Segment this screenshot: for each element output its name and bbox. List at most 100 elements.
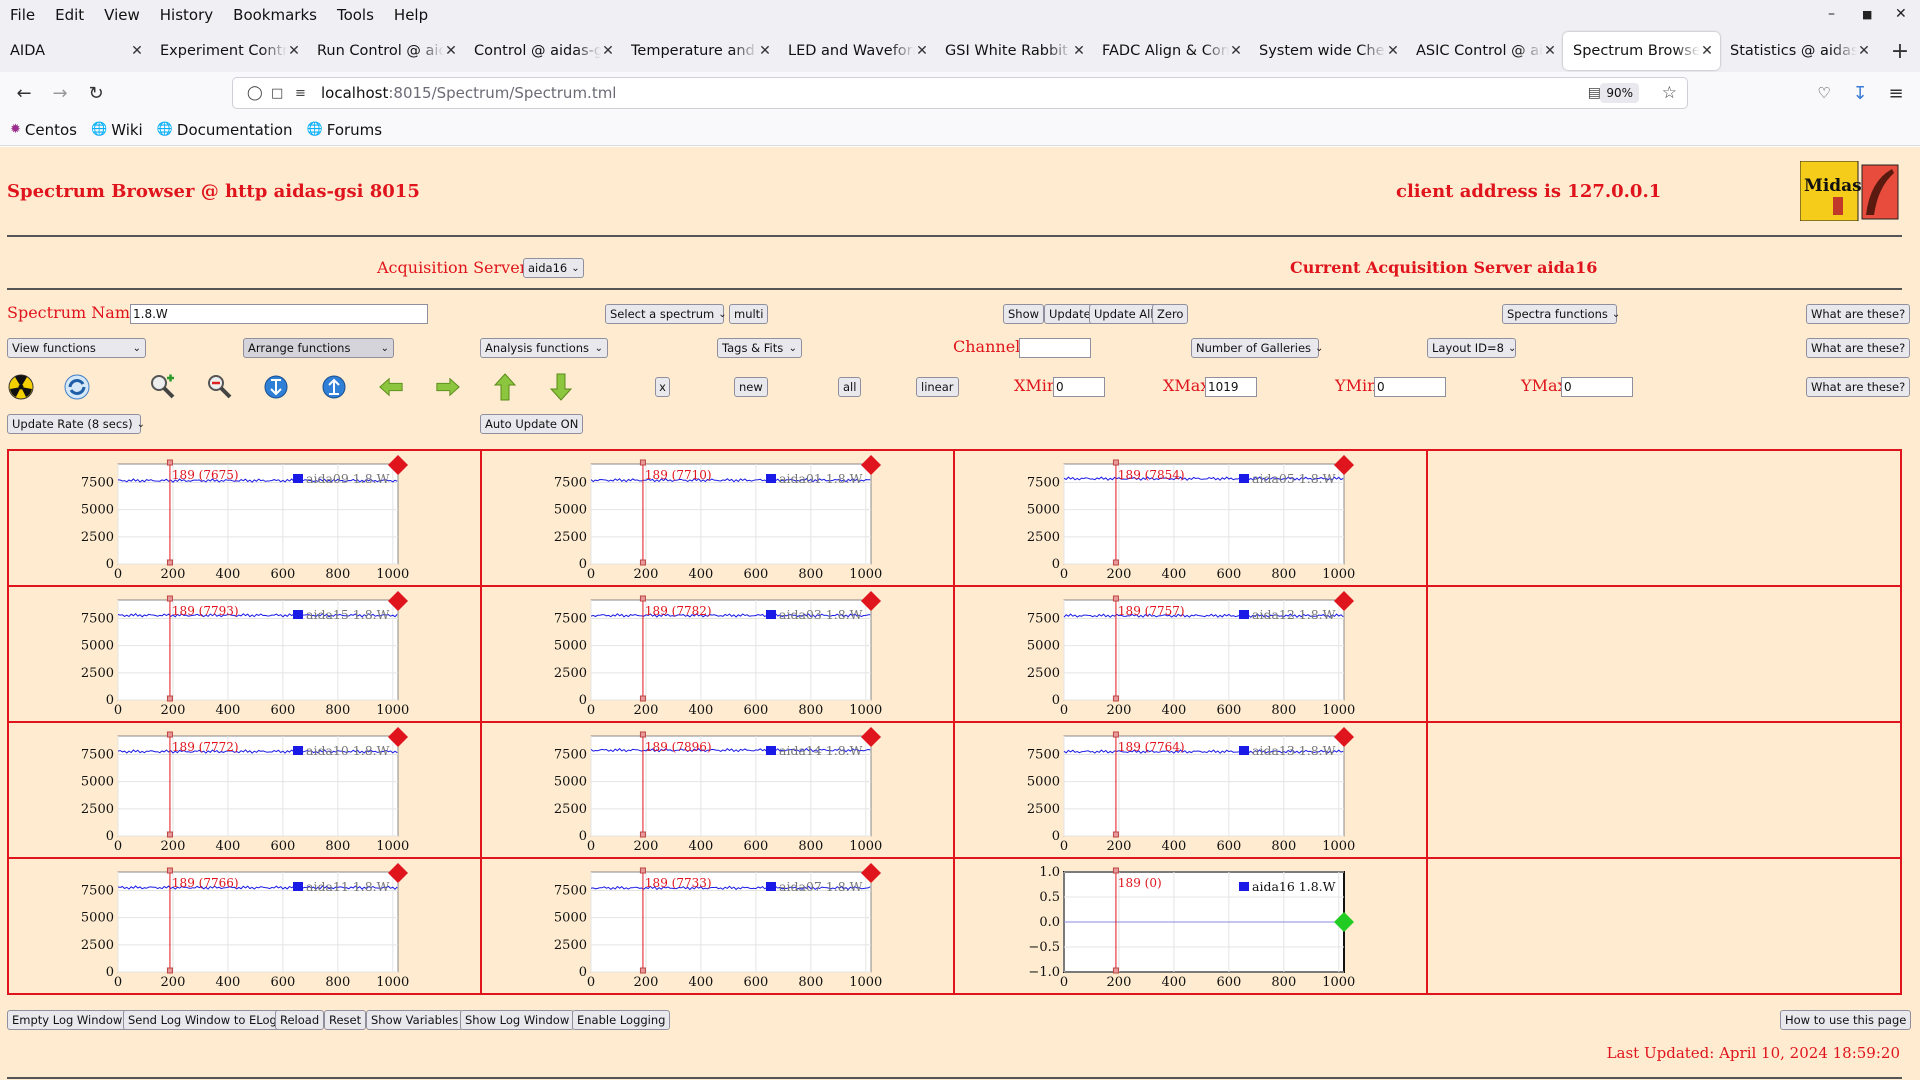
- tab-3[interactable]: Control @ aidas-gsi ✕: [464, 32, 621, 70]
- select-spectrum-dropdown[interactable]: Select a spectrum ⌄: [605, 304, 727, 324]
- what-are-these-button[interactable]: What are these?: [1806, 377, 1911, 397]
- empty-log-window-button[interactable]: Empty Log Window: [7, 1010, 128, 1030]
- permissions-icon[interactable]: ≡: [295, 85, 306, 101]
- maximize-icon[interactable]: ■: [1862, 8, 1873, 21]
- tab-7[interactable]: FADC Align & Cont ✕: [1092, 32, 1249, 70]
- close-tab-icon[interactable]: ✕: [602, 43, 614, 59]
- forward-icon[interactable]: →: [52, 82, 68, 104]
- update-button[interactable]: Update: [1044, 304, 1096, 324]
- menu-tools[interactable]: Tools: [336, 6, 374, 24]
- what-are-these-button[interactable]: What are these?: [1806, 304, 1911, 324]
- expand-down-icon[interactable]: [263, 374, 289, 400]
- what-are-these-button[interactable]: What are these?: [1806, 338, 1911, 358]
- show-log-window-button[interactable]: Show Log Window: [460, 1010, 575, 1030]
- tab-9[interactable]: ASIC Control @ aida✕: [1406, 32, 1563, 70]
- menu-bookmarks[interactable]: Bookmarks: [233, 6, 317, 24]
- new-button[interactable]: new: [734, 377, 768, 397]
- arrow-right-icon[interactable]: [435, 374, 461, 400]
- gallery-cell[interactable]: 0 200 400 600 800 1000 0 2500 5000 7500 189 (7793)…: [9, 587, 482, 723]
- close-tab-icon[interactable]: ✕: [1701, 43, 1713, 59]
- close-tab-icon[interactable]: ✕: [1230, 43, 1242, 59]
- spectrum-name-input[interactable]: 1.8.W: [130, 304, 428, 324]
- bookmark-documentation[interactable]: 🌐 Documentation: [157, 121, 293, 139]
- tab-1[interactable]: Experiment Control ✕: [150, 32, 307, 70]
- tab-5[interactable]: LED and Waveform ✕: [778, 32, 935, 70]
- x-button[interactable]: x: [655, 377, 670, 397]
- view-functions-dropdown[interactable]: View functions ⌄: [7, 338, 146, 358]
- layout-id-dropdown[interactable]: Layout ID=8 ⌄: [1427, 338, 1516, 358]
- tab-11[interactable]: Statistics @ aidas- ✕: [1720, 32, 1877, 70]
- auto-update-button[interactable]: Auto Update ON: [480, 414, 584, 434]
- tab-4[interactable]: Temperature and s ✕: [621, 32, 778, 70]
- arrow-up-icon[interactable]: [492, 373, 518, 401]
- update-all-button[interactable]: Update All: [1089, 304, 1159, 324]
- expand-up-icon[interactable]: [321, 374, 347, 400]
- bookmark-forums[interactable]: 🌐 Forums: [307, 121, 383, 139]
- reader-view-icon[interactable]: ▤: [1587, 85, 1601, 101]
- close-tab-icon[interactable]: ✕: [131, 43, 143, 59]
- multi-button[interactable]: multi: [729, 304, 769, 324]
- minimize-icon[interactable]: –: [1828, 6, 1835, 22]
- close-tab-icon[interactable]: ✕: [916, 43, 928, 59]
- close-tab-icon[interactable]: ✕: [445, 43, 457, 59]
- gallery-cell[interactable]: 0 200 400 600 800 1000 0 2500 5000 7500 189 (7766)…: [9, 859, 482, 995]
- tab-10[interactable]: Spectrum Browser ✕: [1563, 32, 1720, 70]
- show-button[interactable]: Show: [1003, 304, 1045, 324]
- downloads-icon[interactable]: ↧: [1852, 82, 1868, 104]
- arrange-functions-dropdown[interactable]: Arrange functions ⌄: [243, 338, 394, 358]
- close-tab-icon[interactable]: ✕: [1073, 43, 1085, 59]
- menu-history[interactable]: History: [159, 6, 214, 24]
- page-info-icon[interactable]: □: [271, 85, 284, 101]
- gallery-cell[interactable]: 0 200 400 600 800 1000 0 2500 5000 7500 189 (7764)…: [955, 723, 1428, 859]
- menu-file[interactable]: File: [10, 6, 36, 24]
- hamburger-menu-icon[interactable]: ≡: [1888, 82, 1904, 104]
- arrow-down-icon[interactable]: [548, 373, 574, 401]
- tab-6[interactable]: GSI White Rabbit T ✕: [935, 32, 1092, 70]
- channel-input[interactable]: [1019, 338, 1091, 358]
- zoom-level[interactable]: 90%: [1600, 83, 1639, 103]
- bookmark-wiki[interactable]: 🌐 Wiki: [91, 121, 143, 139]
- tab-8[interactable]: System wide Check✕: [1249, 32, 1406, 70]
- update-rate-dropdown[interactable]: Update Rate (8 secs) ⌄: [7, 414, 145, 434]
- ymin-input[interactable]: 0: [1374, 377, 1446, 397]
- tab-2[interactable]: Run Control @ aidas✕: [307, 32, 464, 70]
- analysis-functions-dropdown[interactable]: Analysis functions ⌄: [480, 338, 608, 358]
- gallery-cell[interactable]: 0 200 400 600 800 1000 0 2500 5000 7500 189 (7896)…: [482, 723, 955, 859]
- close-tab-icon[interactable]: ✕: [759, 43, 771, 59]
- gallery-cell[interactable]: 0 200 400 600 800 1000 0 2500 5000 7500 189 (7675)…: [9, 451, 482, 587]
- reload-icon[interactable]: ↻: [88, 82, 104, 104]
- shield-icon[interactable]: ◯: [247, 85, 263, 101]
- tab-0[interactable]: AIDA ✕: [0, 32, 150, 70]
- acquisition-server-select[interactable]: aida16 ⌄: [523, 258, 584, 278]
- zero-button[interactable]: Zero: [1152, 304, 1189, 324]
- xmax-input[interactable]: 1019: [1205, 377, 1257, 397]
- how-to-use-button[interactable]: How to use this page: [1780, 1010, 1912, 1030]
- send-log-to-elog-button[interactable]: Send Log Window to ELog: [123, 1010, 282, 1030]
- radiation-icon[interactable]: [8, 374, 34, 400]
- gallery-cell[interactable]: 0 200 400 600 800 1000 0 2500 5000 7500 189 (7733)…: [482, 859, 955, 995]
- close-window-icon[interactable]: ✕: [1895, 6, 1907, 22]
- bookmark-star-icon[interactable]: ☆: [1661, 83, 1677, 103]
- arrow-left-icon[interactable]: [378, 374, 404, 400]
- close-tab-icon[interactable]: ✕: [1387, 43, 1399, 59]
- gallery-cell[interactable]: 0 200 400 600 800 1000 0 2500 5000 7500 189 (7782)…: [482, 587, 955, 723]
- menu-help[interactable]: Help: [393, 6, 429, 24]
- gallery-cell[interactable]: 0 200 400 600 800 1000 −1.0 −0.5 0.0 0.5 1.0 189 (0…: [955, 859, 1428, 995]
- zoom-out-icon[interactable]: [206, 373, 232, 399]
- ymax-input[interactable]: 0: [1561, 377, 1633, 397]
- tags-fits-dropdown[interactable]: Tags & Fits ⌄: [717, 338, 802, 358]
- xmin-input[interactable]: 0: [1053, 377, 1105, 397]
- bookmark-centos[interactable]: ✹ Centos: [10, 121, 77, 139]
- linear-button[interactable]: linear: [916, 377, 959, 397]
- show-variables-button[interactable]: Show Variables: [366, 1010, 464, 1030]
- reload-button[interactable]: Reload: [275, 1010, 325, 1030]
- refresh-icon[interactable]: [64, 374, 90, 400]
- menu-view[interactable]: View: [104, 6, 140, 24]
- gallery-cell[interactable]: 0 200 400 600 800 1000 0 2500 5000 7500 189 (7772)…: [9, 723, 482, 859]
- number-of-galleries-dropdown[interactable]: Number of Galleries ⌄: [1191, 338, 1323, 358]
- close-tab-icon[interactable]: ✕: [1544, 43, 1556, 59]
- reset-button[interactable]: Reset: [324, 1010, 367, 1030]
- pocket-icon[interactable]: ♡: [1817, 84, 1831, 102]
- gallery-cell[interactable]: 0 200 400 600 800 1000 0 2500 5000 7500 189 (7854)…: [955, 451, 1428, 587]
- spectra-functions-dropdown[interactable]: Spectra functions ⌄: [1502, 304, 1620, 324]
